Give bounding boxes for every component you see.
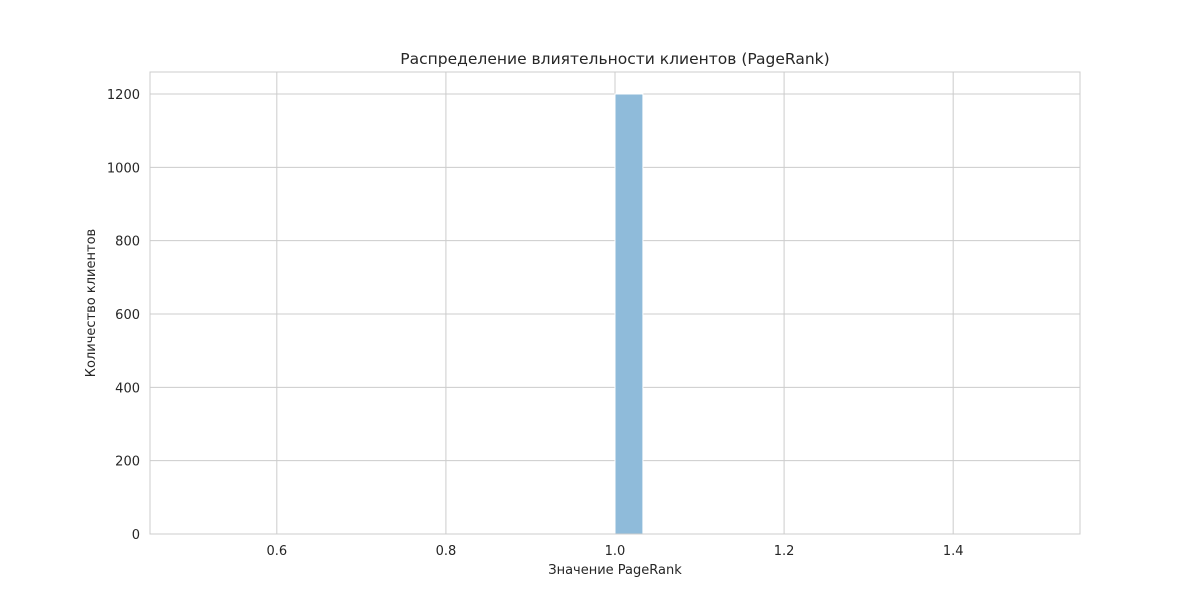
x-axis-ticks: 0.6 0.8 1.0 1.2 1.4 <box>266 544 963 559</box>
chart-title: Распределение влиятельности клиентов (Pa… <box>400 50 829 68</box>
x-tick-label: 0.8 <box>436 544 457 559</box>
y-tick-label: 200 <box>115 455 140 470</box>
x-tick-label: 1.2 <box>774 544 795 559</box>
y-tick-label: 0 <box>132 528 140 543</box>
plot-area-frame <box>149 71 1081 535</box>
x-tick-label: 0.6 <box>266 544 287 559</box>
x-tick-label: 1.0 <box>605 544 626 559</box>
histogram-bars <box>614 93 644 535</box>
x-axis-title: Значение PageRank <box>548 563 682 578</box>
y-tick-label: 1000 <box>107 161 140 176</box>
y-tick-label: 800 <box>115 235 140 250</box>
y-tick-label: 400 <box>115 381 140 396</box>
histogram-bar <box>614 93 644 535</box>
y-axis-ticks: 0 200 400 600 800 1000 1200 <box>107 88 140 543</box>
y-tick-label: 1200 <box>107 88 140 103</box>
y-axis-title: Количество клиентов <box>84 229 99 377</box>
y-tick-label: 600 <box>115 308 140 323</box>
x-tick-label: 1.4 <box>943 544 964 559</box>
